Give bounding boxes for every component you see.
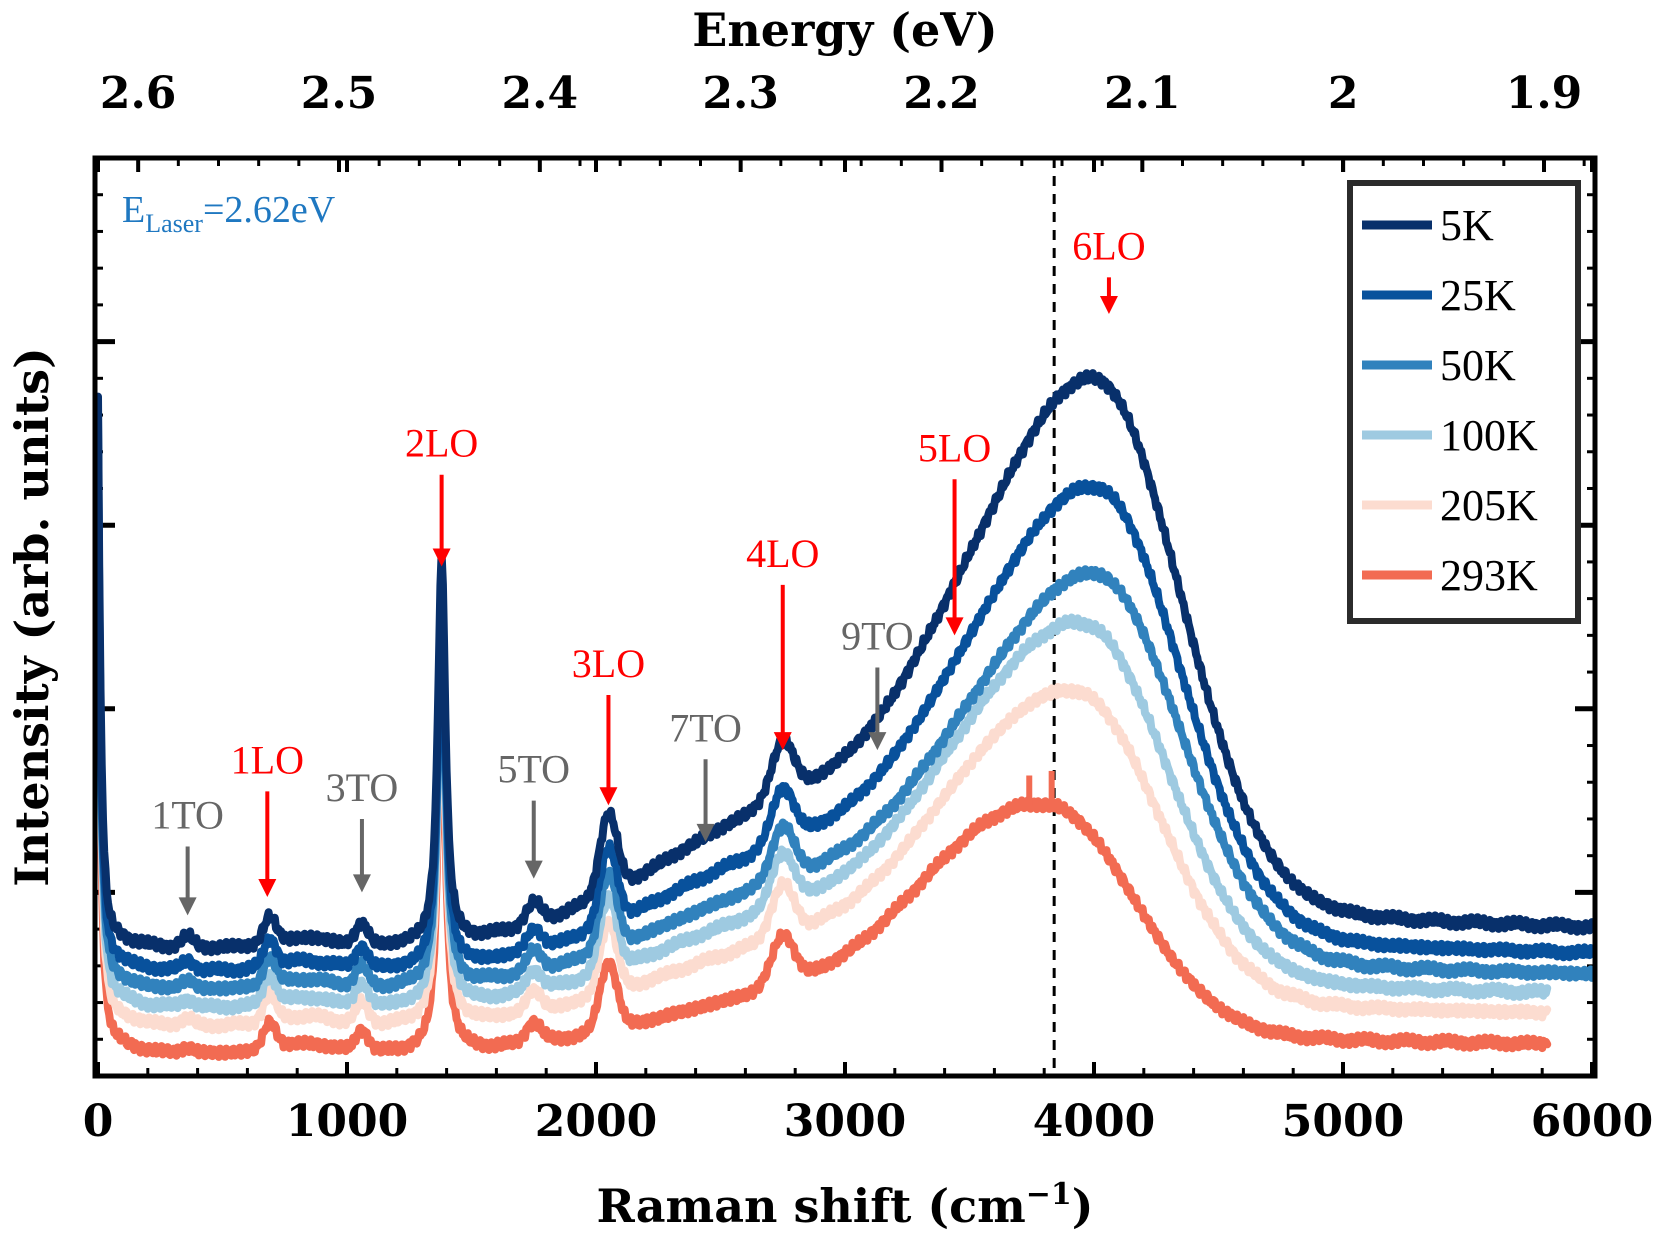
legend-label-5K: 5K bbox=[1440, 201, 1494, 250]
series-line-50K bbox=[94, 428, 1596, 997]
annotation-7TO: 7TO bbox=[669, 705, 742, 842]
annotation-arrow-head bbox=[945, 617, 964, 636]
annotation-2LO: 2LO bbox=[405, 421, 478, 567]
legend-label-205K: 205K bbox=[1440, 481, 1538, 530]
laser-energy-label: ELaser=2.62eV bbox=[122, 189, 336, 238]
annotation-arrow-head bbox=[524, 860, 543, 879]
legend-items: 5K 25K 50K 100K 205K 293K bbox=[1362, 201, 1538, 600]
x-tick-label: 1000 bbox=[286, 1096, 408, 1147]
x-tick-label: 3000 bbox=[784, 1096, 906, 1147]
annotation-5LO: 5LO bbox=[918, 425, 991, 636]
annotation-label: 1LO bbox=[231, 737, 304, 782]
annotation-1LO: 1LO bbox=[231, 737, 304, 897]
x-tick-label: 2000 bbox=[535, 1096, 657, 1147]
annotation-label: 5LO bbox=[918, 425, 991, 470]
annotation-arrow-head bbox=[696, 823, 715, 842]
annotation-label: 6LO bbox=[1072, 223, 1145, 268]
annotation-9TO: 9TO bbox=[841, 613, 914, 751]
legend: 5K 25K 50K 100K 205K 293K bbox=[1347, 180, 1581, 624]
series-lines bbox=[94, 369, 1596, 1061]
annotation-arrow-head bbox=[868, 732, 887, 751]
annotation-5TO: 5TO bbox=[497, 747, 570, 879]
x-tick-label: 5000 bbox=[1282, 1096, 1404, 1147]
series-line-25K bbox=[94, 410, 1596, 979]
top-tick-label: 2.6 bbox=[100, 68, 177, 119]
legend-label-25K: 25K bbox=[1440, 271, 1516, 320]
top-axis-title: Energy (eV) bbox=[692, 3, 997, 57]
legend-box bbox=[1347, 180, 1581, 624]
annotation-arrow-head bbox=[352, 874, 371, 893]
annotation-label: 3TO bbox=[326, 765, 399, 810]
series-line-100K bbox=[94, 451, 1552, 1016]
annotation-label: 4LO bbox=[746, 531, 819, 576]
annotation-4LO: 4LO bbox=[746, 531, 819, 751]
annotation-6LO: 6LO bbox=[1072, 223, 1146, 315]
top-tick-label: 2.3 bbox=[702, 68, 779, 119]
annotation-arrow-head bbox=[773, 732, 792, 751]
annotation-3TO: 3TO bbox=[326, 765, 399, 893]
annotation-arrow-head bbox=[432, 548, 451, 567]
top-tick-label: 2 bbox=[1328, 68, 1359, 119]
annotation-label: 3LO bbox=[572, 641, 645, 686]
legend-label-293K: 293K bbox=[1440, 551, 1538, 600]
x-tick-label: 4000 bbox=[1033, 1096, 1155, 1147]
top-tick-label: 1.9 bbox=[1506, 68, 1583, 119]
top-x-axis: 2.6 2.5 2.4 2.3 2.2 2.1 2 1.9 bbox=[96, 68, 1586, 172]
legend-label-100K: 100K bbox=[1440, 411, 1538, 460]
top-tick-label: 2.4 bbox=[502, 68, 579, 119]
series-line-5K bbox=[94, 369, 1596, 957]
annotation-arrow-head bbox=[178, 897, 197, 916]
legend-label-50K: 50K bbox=[1440, 341, 1516, 390]
bottom-x-axis: 0 1000 2000 3000 4000 5000 6000 bbox=[83, 158, 1653, 1147]
annotation-label: 7TO bbox=[669, 705, 742, 750]
annotation-1TO: 1TO bbox=[151, 793, 224, 916]
annotation-arrow-head bbox=[599, 787, 618, 806]
x-tick-label: 0 bbox=[83, 1096, 114, 1147]
x-tick-label: 6000 bbox=[1531, 1096, 1653, 1147]
annotation-3LO: 3LO bbox=[572, 641, 645, 806]
annotation-arrow-head bbox=[1099, 296, 1118, 315]
y-axis-title: Intensity (arb. units) bbox=[5, 347, 59, 887]
top-tick-label: 2.1 bbox=[1104, 68, 1181, 119]
annotation-label: 9TO bbox=[841, 613, 914, 658]
plot-area bbox=[95, 158, 1595, 1076]
plot-background bbox=[95, 158, 1595, 1076]
annotation-arrow-head bbox=[258, 878, 277, 897]
series-line-293K bbox=[94, 503, 1552, 1061]
annotation-label: 1TO bbox=[151, 793, 224, 838]
annotation-label: 5TO bbox=[497, 747, 570, 792]
x-axis-title: Raman shift (cm−1) bbox=[596, 1177, 1093, 1233]
series-line-205K bbox=[94, 474, 1552, 1035]
top-tick-label: 2.2 bbox=[903, 68, 980, 119]
top-tick-label: 2.5 bbox=[301, 68, 378, 119]
annotation-label: 2LO bbox=[405, 421, 478, 466]
